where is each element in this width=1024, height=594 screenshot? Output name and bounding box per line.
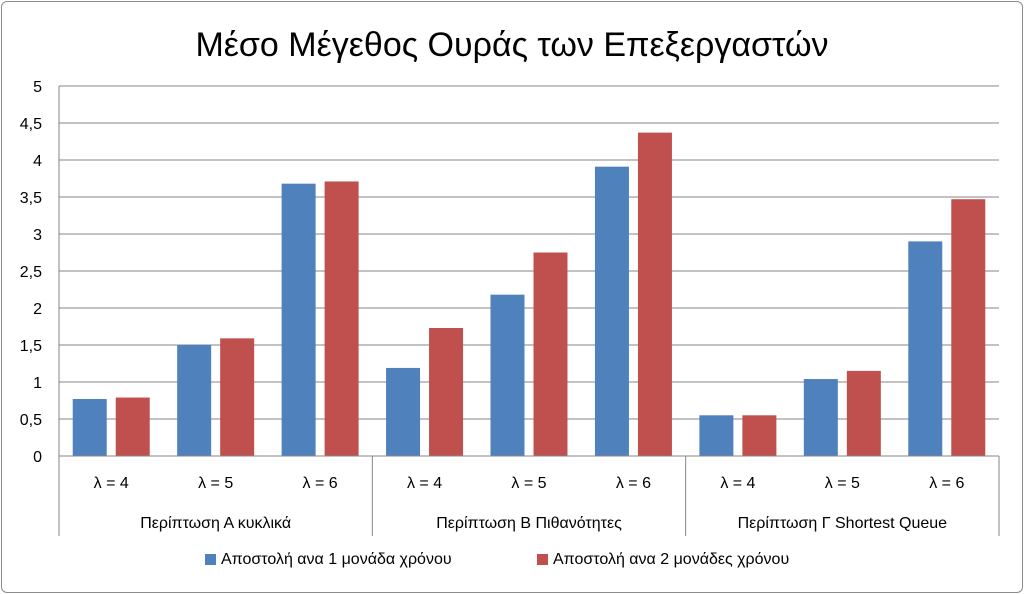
y-tick-label: 0,5	[20, 412, 42, 429]
bar	[220, 338, 255, 456]
group-label: Περίπτωση Β Πιθανότητες	[436, 515, 622, 532]
group-label: Περίπτωση Α κυκλικά	[140, 515, 291, 532]
x-tick-label: λ = 4	[94, 475, 129, 492]
x-tick-label: λ = 6	[929, 475, 964, 492]
x-axis: λ = 4 λ = 5 λ = 6 λ = 4 λ = 5 λ = 6 λ = 4 λ = 5…	[58, 455, 1000, 536]
legend: Αποστολή ανα 1 μονάδα χρόνου Αποστολή ανα…	[205, 551, 789, 568]
y-tick-label: 3	[33, 227, 42, 244]
bar	[594, 166, 629, 456]
bar	[699, 415, 734, 456]
bar	[490, 294, 525, 456]
legend-label: Αποστολή ανα 1 μονάδα χρόνου	[221, 551, 452, 568]
bar	[386, 367, 421, 456]
bar	[324, 181, 359, 456]
y-tick-label: 4,5	[20, 116, 42, 133]
bar	[803, 379, 838, 456]
x-tick-label: λ = 5	[198, 475, 233, 492]
x-tick-label: λ = 5	[825, 475, 860, 492]
bar	[637, 132, 672, 456]
bar	[908, 241, 943, 456]
group-label: Περίπτωση Γ Shortest Queue	[738, 515, 948, 532]
bar	[281, 183, 316, 456]
y-tick-label: 3,5	[20, 190, 42, 207]
legend-swatch	[537, 554, 548, 565]
bar	[742, 415, 777, 456]
x-tick-label: λ = 4	[720, 475, 755, 492]
y-tick-label: 2	[33, 301, 42, 318]
y-axis: 0 0,5 1 1,5 2 2,5 3 3,5 4 4,5 5	[20, 79, 60, 466]
chart-title: Μέσο Μέγεθος Ουράς των Επεξεργαστών	[195, 26, 828, 64]
bar	[72, 399, 107, 456]
x-tick-label: λ = 6	[616, 475, 651, 492]
bar	[951, 199, 986, 456]
gridlines	[59, 85, 999, 420]
bars	[72, 132, 986, 456]
legend-label: Αποστολή ανα 2 μονάδες χρόνου	[553, 551, 789, 568]
y-tick-label: 2,5	[20, 264, 42, 281]
x-tick-label: λ = 6	[303, 475, 338, 492]
y-tick-label: 1,5	[20, 338, 42, 355]
y-tick-label: 1	[33, 375, 42, 392]
y-tick-label: 5	[33, 79, 42, 96]
x-tick-label: λ = 5	[511, 475, 546, 492]
bar	[429, 327, 464, 456]
y-tick-label: 4	[33, 153, 42, 170]
bar	[533, 252, 568, 456]
bar	[115, 397, 150, 456]
legend-swatch	[205, 554, 216, 565]
bar	[177, 345, 212, 456]
y-tick-label: 0	[33, 449, 42, 466]
bar	[846, 370, 881, 456]
x-tick-label: λ = 4	[407, 475, 442, 492]
